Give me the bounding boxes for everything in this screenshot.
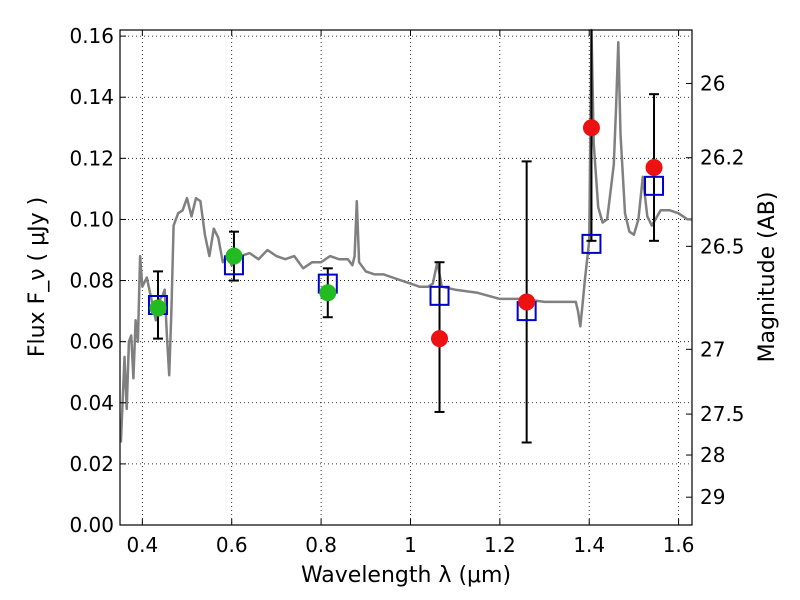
y2-tick-label: 26.2 (700, 146, 745, 170)
x-tick-label: 1.4 (573, 533, 605, 557)
y-axis-title: Flux F_ν ( μJy ) (25, 197, 50, 357)
y-tick-label: 0.04 (69, 391, 114, 415)
grid (120, 30, 692, 526)
y2-axis-title: Magnitude (AB) (755, 192, 780, 363)
plot-frame (119, 29, 693, 526)
observed-point (582, 119, 600, 137)
y2-tick-label: 28 (700, 443, 725, 467)
x-tick-label: 0.6 (216, 533, 248, 557)
ticks (120, 30, 692, 526)
y2-tick-label: 27 (700, 337, 725, 361)
observed-point (319, 284, 337, 302)
y-tick-label: 0.00 (69, 513, 114, 537)
y-tick-label: 0.12 (69, 146, 114, 170)
x-tick-label: 1.6 (663, 533, 695, 557)
y2-tick-label: 26 (700, 71, 725, 95)
x-tick-label: 1 (404, 533, 417, 557)
x-tick-label: 1.2 (484, 533, 516, 557)
x-axis-title: Wavelength λ (μm) (301, 563, 511, 588)
model-photometry-square (581, 233, 602, 254)
y-tick-label: 0.08 (69, 269, 114, 293)
model-photometry-square (644, 175, 665, 196)
observed-point (149, 299, 167, 317)
y-tick-label: 0.10 (69, 207, 114, 231)
model-sed-layer (119, 28, 692, 443)
model-sed-line (119, 28, 692, 443)
x-tick-label: 0.4 (126, 533, 158, 557)
y2-tick-label: 26.5 (700, 234, 745, 258)
tick-labels: 0.4 0.6 0.8 1 1.2 1.4 1.6 0.00 0.02 0.04 0.06 0.08 0… (69, 24, 744, 557)
markers (147, 119, 665, 348)
y-tick-label: 0.16 (69, 24, 114, 48)
y-tick-label: 0.06 (69, 330, 114, 354)
model-photometry-square (429, 285, 450, 306)
observed-point (518, 293, 536, 311)
y-tick-label: 0.02 (69, 452, 114, 476)
observed-point (431, 330, 449, 348)
y2-tick-label: 29 (700, 485, 725, 509)
x-tick-label: 0.8 (305, 533, 337, 557)
y-tick-label: 0.14 (69, 85, 114, 109)
y2-tick-label: 27.5 (700, 402, 745, 426)
observed-point (645, 159, 663, 176)
observed-point (225, 247, 243, 265)
